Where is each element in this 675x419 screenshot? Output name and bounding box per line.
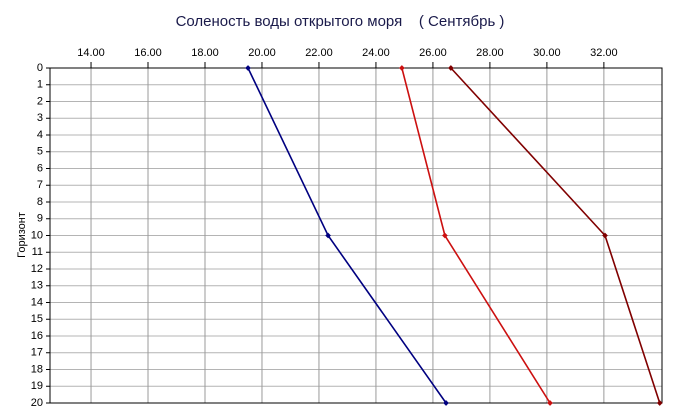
x-tick-label: 24.00: [362, 47, 390, 59]
y-tick-label: 11: [32, 246, 43, 258]
y-tick-label: 7: [37, 179, 43, 191]
y-tick-label: 19: [31, 380, 43, 392]
point: [547, 400, 553, 406]
point: [602, 232, 608, 239]
x-tick-label: 14.00: [77, 47, 105, 59]
y-tick-label: 8: [37, 196, 43, 208]
x-tick-label: 30.00: [533, 47, 561, 59]
point: [656, 400, 663, 406]
y-tick-label: 10: [31, 229, 43, 241]
y-tick-label: 9: [37, 213, 43, 225]
chart-title: Соленость воды открытого моря ( Сентябрь…: [176, 13, 505, 30]
y-tick-label: 14: [31, 296, 43, 308]
y-tick-label: 3: [37, 112, 43, 124]
y-tick-label: 2: [37, 95, 43, 107]
y-tick-label: 0: [37, 62, 43, 74]
y-tick-label: 1: [37, 79, 43, 91]
y-tick-label: 17: [31, 347, 43, 359]
y-tick-label: 13: [31, 280, 43, 292]
x-tick-label: 22.00: [305, 47, 333, 59]
y-tick-label: 20: [31, 397, 43, 409]
point: [443, 400, 449, 406]
y-tick-label: 15: [31, 313, 43, 325]
y-tick-label: 18: [31, 363, 43, 375]
x-tick-label: 26.00: [419, 47, 447, 59]
point: [245, 65, 251, 71]
y-tick-label: 4: [37, 129, 43, 141]
y-tick-label: 16: [31, 330, 43, 342]
y-tick-label: 12: [31, 263, 43, 275]
x-tick-label: 32.00: [590, 47, 618, 59]
x-tick-label: 28.00: [476, 47, 504, 59]
point: [448, 65, 454, 71]
plot-border: [49, 67, 663, 404]
point: [399, 65, 405, 71]
point: [325, 232, 331, 239]
y-axis-label: Горизонт: [16, 212, 28, 258]
y-tick-label: 5: [37, 146, 43, 158]
point: [442, 232, 448, 239]
x-tick-label: 20.00: [248, 47, 276, 59]
y-tick-label: 6: [37, 162, 43, 174]
x-tick-label: 16.00: [134, 47, 162, 59]
x-tick-label: 18.00: [191, 47, 219, 59]
